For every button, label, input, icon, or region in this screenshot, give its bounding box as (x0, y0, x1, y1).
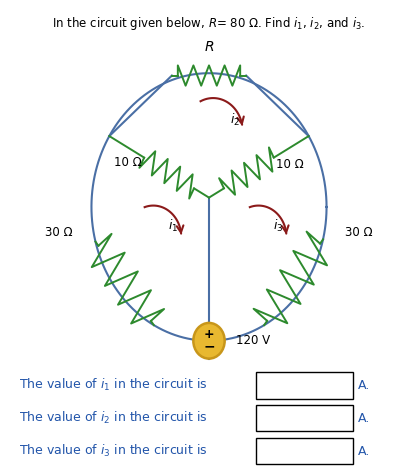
Text: 30 Ω: 30 Ω (345, 226, 373, 239)
Bar (256, 438, 353, 464)
Text: $i_2$: $i_2$ (229, 112, 240, 128)
Text: A.: A. (358, 379, 370, 392)
Text: The value of $i_1$ in the circuit is: The value of $i_1$ in the circuit is (19, 377, 208, 393)
Bar (256, 405, 353, 431)
Text: −: − (203, 340, 215, 353)
Text: $i_1$: $i_1$ (168, 218, 178, 234)
Text: 30 Ω: 30 Ω (45, 226, 73, 239)
Bar (256, 372, 353, 399)
Text: A.: A. (358, 445, 370, 457)
Text: The value of $i_2$ in the circuit is: The value of $i_2$ in the circuit is (19, 410, 208, 426)
Text: +: + (204, 328, 214, 341)
Text: $R$: $R$ (204, 40, 214, 55)
Text: $i_3$: $i_3$ (273, 218, 283, 234)
Text: 10 Ω: 10 Ω (115, 156, 142, 169)
Text: In the circuit given below, $R$= 80 Ω. Find $i_1$, $i_2$, and $i_3$.: In the circuit given below, $R$= 80 Ω. F… (52, 15, 366, 31)
Text: 10 Ω: 10 Ω (276, 158, 303, 171)
Text: 120 V: 120 V (236, 334, 270, 347)
Circle shape (194, 323, 224, 359)
Text: The value of $i_3$ in the circuit is: The value of $i_3$ in the circuit is (19, 443, 208, 459)
Text: A.: A. (358, 412, 370, 425)
